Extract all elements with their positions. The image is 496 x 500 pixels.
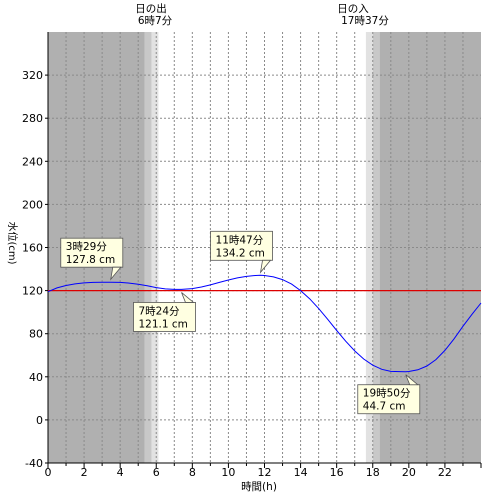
annotation-pointer <box>259 259 272 274</box>
annotation-box <box>133 302 196 332</box>
annotation-value: 121.1 cm <box>139 318 188 330</box>
x-tick-label: 4 <box>117 466 124 479</box>
sunrise-time: 6時7分 <box>138 15 173 27</box>
x-tick-label: 18 <box>366 466 380 479</box>
y-tick-label: 160 <box>22 242 43 255</box>
y-tick-label: 0 <box>36 414 43 427</box>
x-axis-label: 時間(h) <box>241 481 277 493</box>
y-tick-label: 280 <box>22 112 43 125</box>
annotation-value: 134.2 cm <box>216 247 265 259</box>
x-tick-label: 14 <box>294 466 308 479</box>
annotation-time: 7時24分 <box>139 305 181 317</box>
annotation-time: 19時50分 <box>363 388 411 400</box>
y-tick-label: 120 <box>22 285 43 298</box>
y-tick-label: 200 <box>22 198 43 211</box>
annotation-time: 3時29分 <box>66 241 108 253</box>
sunset-label: 日の入 <box>337 3 369 15</box>
annotation-pointer <box>181 292 195 303</box>
annotation-box <box>210 230 273 261</box>
annotation-pointer <box>110 266 122 281</box>
x-tick-label: 6 <box>153 466 160 479</box>
y-tick-label: 80 <box>29 328 43 341</box>
annotation-value: 44.7 cm <box>363 401 406 413</box>
annotation-value: 127.8 cm <box>66 254 115 266</box>
annotation-box <box>60 237 124 268</box>
x-tick-label: 0 <box>45 466 52 479</box>
x-tick-label: 22 <box>438 466 452 479</box>
y-axis-label: 水位(cm) <box>6 221 19 264</box>
x-tick-label: 12 <box>258 466 272 479</box>
annotation-pointer <box>405 374 419 386</box>
annotation-box <box>357 384 421 415</box>
annotation-time: 11時47分 <box>216 234 264 246</box>
x-tick-label: 10 <box>221 466 235 479</box>
sunset-time: 17時37分 <box>341 15 389 27</box>
y-tick-label: 40 <box>29 371 43 384</box>
x-tick-label: 20 <box>402 466 416 479</box>
y-tick-label: -40 <box>25 457 43 470</box>
sunrise-label: 日の出 <box>135 2 167 15</box>
tide-series-line <box>47 274 482 373</box>
y-tick-label: 240 <box>22 155 43 168</box>
y-tick-label: 320 <box>22 69 43 82</box>
x-tick-label: 2 <box>81 466 88 479</box>
x-tick-label: 8 <box>189 466 196 479</box>
x-tick-label: 16 <box>330 466 344 479</box>
